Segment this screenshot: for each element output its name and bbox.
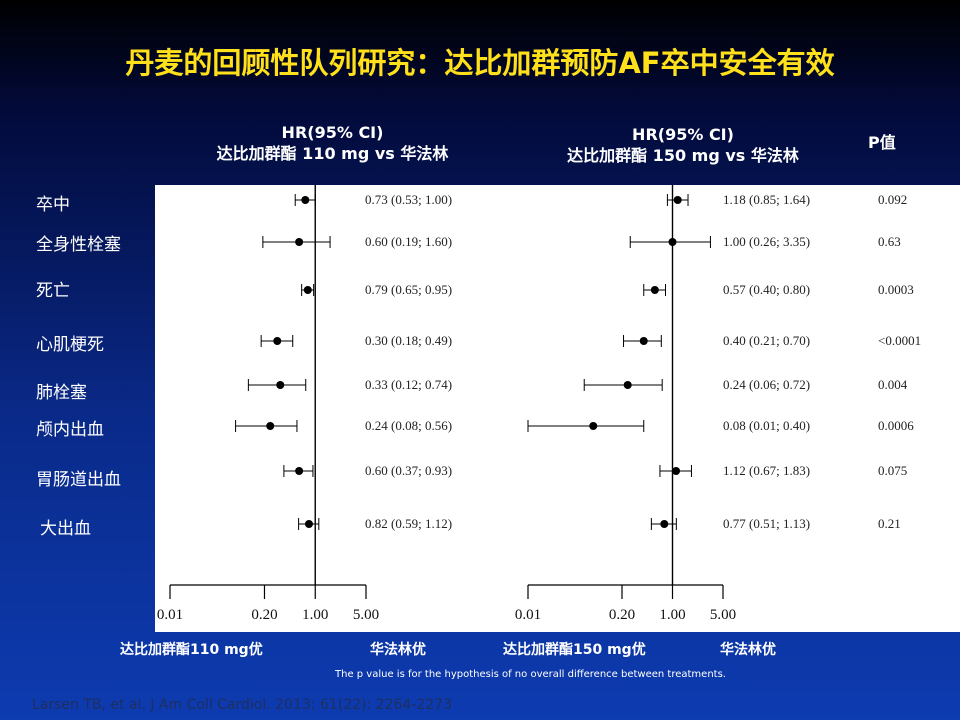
left-favor-dabigatran: 达比加群酯110 mg优 bbox=[120, 642, 263, 658]
x-tick-label: 1.00 bbox=[659, 607, 685, 623]
p-value-label: 0.63 bbox=[878, 234, 901, 249]
hr-ci-label: 0.40 (0.21; 0.70) bbox=[723, 333, 810, 348]
left-panel-header: HR(95% CI) 达比加群酯 110 mg vs 华法林 bbox=[200, 122, 465, 164]
p-value-label: <0.0001 bbox=[878, 333, 921, 348]
hr-ci-label: 0.08 (0.01; 0.40) bbox=[723, 418, 810, 433]
hr-point bbox=[276, 381, 285, 389]
p-value-label: 0.075 bbox=[878, 463, 907, 478]
hr-point bbox=[673, 196, 682, 204]
x-tick-label: 1.00 bbox=[302, 607, 328, 623]
right-favor-warfarin: 华法林优 bbox=[720, 642, 776, 658]
hr-ci-label: 0.82 (0.59; 1.12) bbox=[365, 516, 452, 531]
p-value-label: 0.092 bbox=[878, 192, 907, 207]
hr-point bbox=[303, 286, 312, 294]
left-header-line1: HR(95% CI) bbox=[281, 123, 384, 142]
hr-point bbox=[660, 520, 669, 528]
hr-point bbox=[295, 238, 304, 246]
citation: Larsen TB, et al. J Am Coll Cardiol. 201… bbox=[32, 697, 452, 713]
x-tick-label: 5.00 bbox=[710, 607, 736, 623]
hr-ci-label: 0.30 (0.18; 0.49) bbox=[365, 333, 452, 348]
left-favor-warfarin: 华法林优 bbox=[370, 642, 426, 658]
hr-ci-label: 0.60 (0.19; 1.60) bbox=[365, 234, 452, 249]
p-value-label: 0.0006 bbox=[878, 418, 914, 433]
p-value-label: 0.0003 bbox=[878, 282, 914, 297]
hr-ci-label: 1.12 (0.67; 1.83) bbox=[723, 463, 810, 478]
x-tick-label: 0.20 bbox=[251, 607, 277, 623]
footnote: The p value is for the hypothesis of no … bbox=[335, 669, 726, 680]
p-value-header: P值 bbox=[868, 133, 896, 152]
right-panel-header: HR(95% CI) 达比加群酯 150 mg vs 华法林 bbox=[548, 124, 818, 166]
hr-ci-label: 0.60 (0.37; 0.93) bbox=[365, 463, 452, 478]
hr-point bbox=[304, 520, 313, 528]
row-label: 卒中 bbox=[36, 195, 70, 215]
hr-ci-label: 1.18 (0.85; 1.64) bbox=[723, 192, 810, 207]
row-label: 肺栓塞 bbox=[36, 383, 87, 403]
right-header-line1: HR(95% CI) bbox=[632, 125, 734, 144]
hr-point bbox=[589, 422, 598, 430]
hr-ci-label: 0.79 (0.65; 0.95) bbox=[365, 282, 452, 297]
right-favor-dabigatran: 达比加群酯150 mg优 bbox=[503, 642, 646, 658]
row-label: 颅内出血 bbox=[36, 420, 104, 440]
p-value-label: 0.21 bbox=[878, 516, 901, 531]
hr-ci-label: 0.73 (0.53; 1.00) bbox=[365, 192, 452, 207]
hr-ci-label: 0.24 (0.06; 0.72) bbox=[723, 377, 810, 392]
hr-ci-label: 0.33 (0.12; 0.74) bbox=[365, 377, 452, 392]
hr-ci-label: 0.24 (0.08; 0.56) bbox=[365, 418, 452, 433]
row-label: 胃肠道出血 bbox=[36, 470, 121, 490]
right-header-line2: 达比加群酯 150 mg vs 华法林 bbox=[567, 146, 799, 165]
hr-point bbox=[266, 422, 275, 430]
hr-point bbox=[650, 286, 659, 294]
hr-point bbox=[301, 196, 310, 204]
left-header-line2: 达比加群酯 110 mg vs 华法林 bbox=[216, 144, 449, 163]
x-tick-label: 0.20 bbox=[609, 607, 635, 623]
hr-point bbox=[668, 238, 677, 246]
row-label: 死亡 bbox=[36, 281, 70, 301]
row-label: 全身性栓塞 bbox=[36, 235, 121, 255]
row-label: 心肌梗死 bbox=[36, 335, 104, 355]
hr-point bbox=[639, 337, 648, 345]
hr-ci-label: 0.57 (0.40; 0.80) bbox=[723, 282, 810, 297]
x-tick-label: 0.01 bbox=[515, 607, 541, 623]
p-value-label: 0.004 bbox=[878, 377, 908, 392]
hr-point bbox=[273, 337, 282, 345]
x-tick-label: 5.00 bbox=[353, 607, 379, 623]
hr-ci-label: 0.77 (0.51; 1.13) bbox=[723, 516, 810, 531]
hr-point bbox=[672, 467, 681, 475]
row-label: 大出血 bbox=[40, 519, 91, 539]
hr-point bbox=[295, 467, 304, 475]
hr-point bbox=[623, 381, 632, 389]
plot-background bbox=[155, 185, 960, 632]
hr-ci-label: 1.00 (0.26; 3.35) bbox=[723, 234, 810, 249]
x-tick-label: 0.01 bbox=[157, 607, 183, 623]
slide-title: 丹麦的回顾性队列研究：达比加群预防AF卒中安全有效 bbox=[125, 46, 835, 80]
